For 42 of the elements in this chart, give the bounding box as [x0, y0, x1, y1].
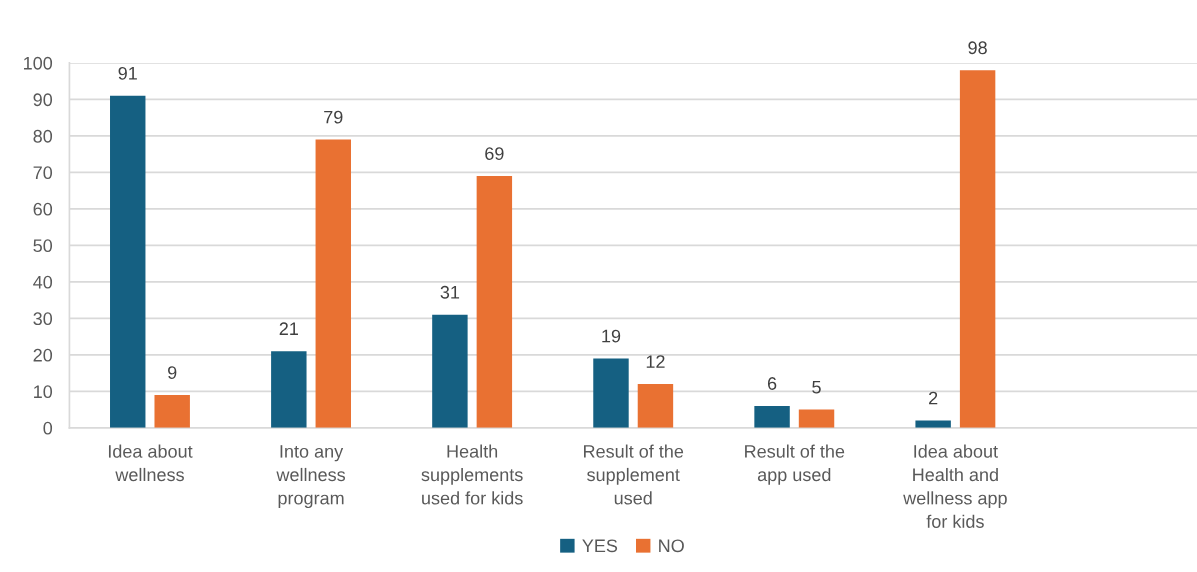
- data-label: 98: [968, 41, 987, 55]
- bar: [476, 176, 513, 428]
- x-tick-label: Idea about wellness: [108, 444, 193, 482]
- x-tick-label: Idea about Health and wellness app for kids: [903, 444, 1007, 528]
- data-label: 6: [767, 377, 777, 390]
- data-label: 9: [168, 366, 177, 379]
- y-tick-label: 30: [33, 312, 53, 326]
- y-tick-label: 0: [43, 421, 53, 435]
- x-tick-label: Health supplements used for kids: [421, 444, 523, 505]
- bar: [959, 70, 996, 428]
- data-label: 69: [485, 147, 504, 160]
- y-tick-label: 40: [33, 275, 53, 289]
- y-tick-label: 90: [33, 93, 53, 107]
- legend-label: NO: [659, 539, 684, 553]
- data-label: 12: [646, 355, 665, 368]
- x-tick-label: Into any wellness program: [276, 445, 346, 509]
- bar: [798, 409, 835, 428]
- y-tick-label: 80: [33, 129, 53, 143]
- bar: [637, 384, 674, 428]
- legend-label: YES: [582, 539, 618, 553]
- bar: [271, 351, 307, 428]
- y-tick-label: 70: [33, 166, 53, 180]
- data-label: 79: [324, 110, 343, 124]
- bar: [432, 314, 468, 428]
- y-tick-label: 100: [24, 56, 53, 70]
- data-label: 21: [279, 322, 298, 335]
- x-tick-label: Result of the app used: [745, 444, 845, 485]
- bar: [154, 395, 190, 428]
- y-tick-label: 50: [33, 239, 53, 253]
- bar: [315, 139, 351, 428]
- y-tick-label: 60: [33, 202, 53, 216]
- bar: [754, 405, 790, 428]
- data-label: 2: [929, 391, 938, 405]
- data-label: 5: [812, 380, 821, 394]
- x-tick-label: Result of the supplement used: [584, 444, 684, 505]
- data-label: 91: [118, 66, 137, 80]
- y-tick-label: 20: [33, 348, 53, 362]
- bar: [110, 95, 146, 428]
- y-tick-label: 10: [34, 385, 53, 399]
- data-label: 31: [440, 285, 460, 299]
- bar: [593, 358, 629, 428]
- data-label: 19: [602, 329, 621, 343]
